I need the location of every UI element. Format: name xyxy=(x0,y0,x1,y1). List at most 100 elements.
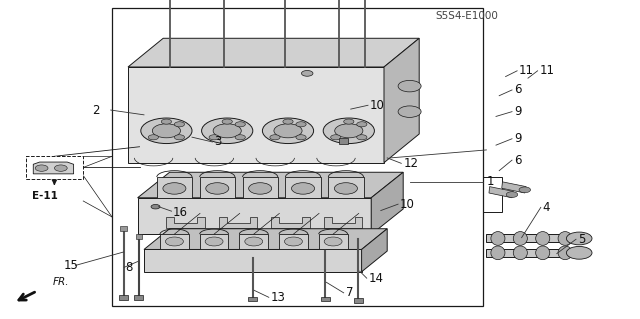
Ellipse shape xyxy=(536,232,550,245)
Circle shape xyxy=(398,106,421,117)
Polygon shape xyxy=(138,198,371,234)
Text: 4: 4 xyxy=(543,201,550,214)
Bar xyxy=(120,226,127,231)
Polygon shape xyxy=(144,229,387,249)
Text: S5S4-E1000: S5S4-E1000 xyxy=(435,11,498,21)
Polygon shape xyxy=(200,234,228,249)
Circle shape xyxy=(285,237,302,246)
Circle shape xyxy=(506,192,518,197)
Circle shape xyxy=(323,118,374,144)
Bar xyxy=(486,249,586,257)
Circle shape xyxy=(331,135,341,140)
Text: 8: 8 xyxy=(125,261,133,274)
Circle shape xyxy=(301,70,313,76)
Polygon shape xyxy=(243,177,278,198)
Bar xyxy=(321,297,330,301)
Text: 9: 9 xyxy=(514,105,522,118)
Polygon shape xyxy=(157,177,192,198)
Text: 16: 16 xyxy=(173,206,188,219)
Polygon shape xyxy=(128,38,419,67)
Polygon shape xyxy=(328,177,364,198)
Polygon shape xyxy=(489,187,513,198)
Bar xyxy=(134,295,143,300)
Bar xyxy=(339,138,348,144)
Circle shape xyxy=(398,80,421,92)
Polygon shape xyxy=(138,172,403,198)
Circle shape xyxy=(174,122,184,127)
Polygon shape xyxy=(371,172,403,234)
Circle shape xyxy=(202,118,253,144)
Ellipse shape xyxy=(513,246,527,260)
Ellipse shape xyxy=(513,232,527,245)
Ellipse shape xyxy=(558,246,572,260)
Circle shape xyxy=(566,232,592,245)
Polygon shape xyxy=(324,217,362,228)
Ellipse shape xyxy=(558,232,572,245)
Circle shape xyxy=(206,183,229,194)
Text: 6: 6 xyxy=(514,154,522,167)
Text: 10: 10 xyxy=(400,198,415,211)
Circle shape xyxy=(270,135,280,140)
Polygon shape xyxy=(219,217,257,228)
Bar xyxy=(354,298,363,303)
Circle shape xyxy=(209,135,220,140)
Polygon shape xyxy=(362,229,387,272)
Bar xyxy=(119,295,128,300)
Text: 9: 9 xyxy=(514,132,522,145)
Polygon shape xyxy=(502,182,526,193)
Ellipse shape xyxy=(491,232,505,245)
Text: 1: 1 xyxy=(486,175,494,188)
Circle shape xyxy=(141,118,192,144)
Text: 3: 3 xyxy=(214,136,222,148)
Polygon shape xyxy=(144,249,362,272)
Circle shape xyxy=(213,124,241,138)
Circle shape xyxy=(344,119,354,124)
Text: 12: 12 xyxy=(403,157,418,170)
Polygon shape xyxy=(239,234,268,249)
Bar xyxy=(483,177,502,212)
Text: E-11: E-11 xyxy=(32,191,58,201)
Circle shape xyxy=(163,183,186,194)
Circle shape xyxy=(235,122,245,127)
Circle shape xyxy=(165,237,184,246)
Circle shape xyxy=(262,118,314,144)
Circle shape xyxy=(356,122,367,127)
Ellipse shape xyxy=(491,246,505,260)
Circle shape xyxy=(222,119,232,124)
Circle shape xyxy=(161,119,172,124)
Circle shape xyxy=(519,187,531,193)
Polygon shape xyxy=(33,162,74,174)
Polygon shape xyxy=(160,234,189,249)
Text: 11: 11 xyxy=(540,64,554,77)
Circle shape xyxy=(235,135,245,140)
Circle shape xyxy=(274,124,302,138)
Text: 10: 10 xyxy=(370,99,385,112)
Polygon shape xyxy=(285,177,321,198)
Bar xyxy=(26,156,83,179)
Polygon shape xyxy=(128,67,384,163)
Circle shape xyxy=(249,183,272,194)
Text: 14: 14 xyxy=(369,272,383,285)
Text: 5: 5 xyxy=(578,233,586,246)
Circle shape xyxy=(296,135,306,140)
Circle shape xyxy=(174,135,184,140)
Text: 15: 15 xyxy=(64,259,79,272)
Circle shape xyxy=(566,246,592,259)
Text: 13: 13 xyxy=(271,291,285,304)
Circle shape xyxy=(35,165,48,171)
Circle shape xyxy=(356,135,367,140)
Circle shape xyxy=(296,122,306,127)
Circle shape xyxy=(54,165,67,171)
Circle shape xyxy=(324,237,342,246)
Bar xyxy=(248,297,257,301)
Polygon shape xyxy=(200,177,235,198)
Circle shape xyxy=(148,135,159,140)
Bar xyxy=(136,234,142,239)
Text: FR.: FR. xyxy=(53,277,70,286)
Polygon shape xyxy=(384,38,419,163)
Text: 6: 6 xyxy=(514,84,522,96)
Text: 2: 2 xyxy=(92,104,99,116)
Bar xyxy=(112,8,483,306)
Text: 7: 7 xyxy=(346,286,353,299)
Bar xyxy=(486,234,586,242)
